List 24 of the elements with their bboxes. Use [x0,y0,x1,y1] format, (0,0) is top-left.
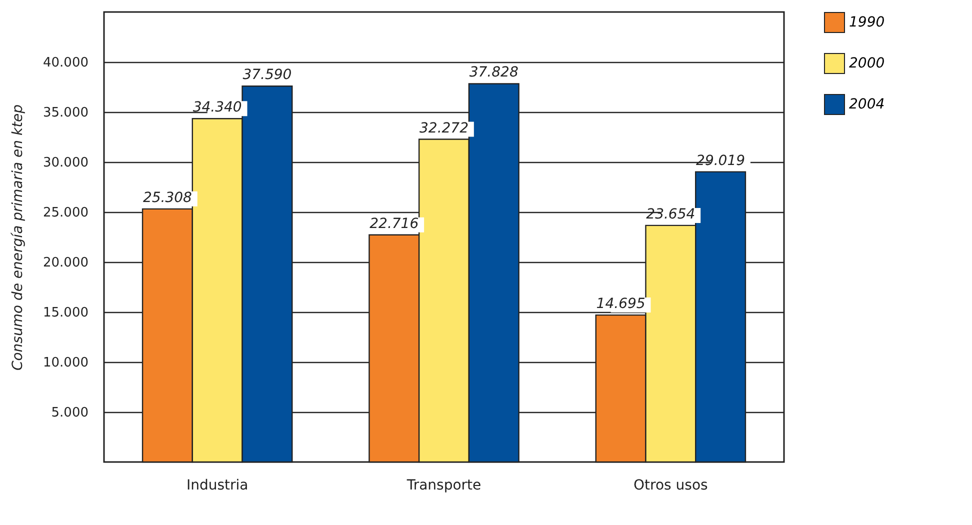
y-tick-label: 40.000 [43,56,88,70]
data-label: 29.019 [696,152,746,169]
y-tick-label: 5.000 [51,406,88,420]
y-tick-label: 10.000 [43,356,88,370]
x-tick-label: Otros usos [634,478,708,494]
data-label: 22.716 [370,216,419,232]
y-tick-label: 20.000 [43,256,88,270]
data-label: 25.308 [142,190,192,206]
legend-label: 2004 [849,96,885,112]
x-tick-label: Industria [186,478,248,494]
legend-label: 2000 [849,56,885,72]
y-tick-label: 30.000 [43,156,88,170]
data-label: 14.695 [596,296,646,312]
y-tick-label: 25.000 [43,206,88,220]
data-label: 32.272 [420,120,469,136]
y-tick-label: 15.000 [43,306,88,320]
x-tick-label: Transporte [406,478,482,494]
data-label: 37.590 [242,67,292,84]
data-label: 23.654 [646,206,696,222]
y-tick-label: 35.000 [43,106,88,120]
data-label: 34.340 [192,100,242,116]
y-axis-title: Consumo de energía primaria en ktep [10,104,26,371]
legend-label: 1990 [849,14,885,30]
data-label: 37.828 [469,64,518,81]
